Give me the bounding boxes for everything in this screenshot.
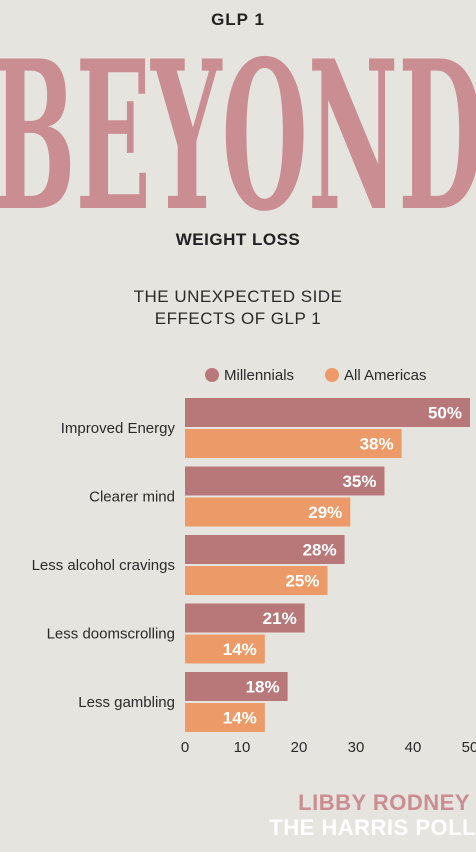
category-label: Less doomscrolling (47, 626, 175, 643)
bar-value-label: 14% (223, 640, 257, 659)
x-tick-label: 50 (462, 739, 476, 756)
big-title-svg: BEYOND (0, 22, 476, 222)
bar-millennials (185, 535, 345, 564)
top-label: GLP 1 (211, 10, 265, 29)
category-label: Less gambling (78, 694, 175, 711)
chart-title-line-1: THE UNEXPECTED SIDE (133, 287, 343, 306)
bar-value-label: 14% (223, 709, 257, 728)
legend-swatch-2 (325, 368, 339, 382)
organization-name: THE HARRIS POLL (269, 815, 476, 840)
bar-all-americas (185, 429, 402, 458)
bar-all-americas (185, 566, 328, 595)
bar-value-label: 50% (428, 404, 462, 423)
author-name: LIBBY RODNEY (298, 790, 470, 815)
bar-chart: Millennials All Americas Improved Energy 5… (32, 367, 476, 756)
bar-value-label: 29% (308, 503, 342, 522)
bar-millennials (185, 466, 385, 496)
bar-value-label: 38% (360, 435, 394, 454)
bar-all-americas (185, 634, 265, 664)
chart-title: THE UNEXPECTED SIDE EFFECTS OF GLP 1 (0, 286, 476, 330)
bar-millennials (185, 603, 305, 633)
x-tick-label: 20 (291, 739, 308, 756)
bar-value-label: 35% (342, 472, 376, 491)
x-tick-label: 10 (234, 739, 251, 756)
big-title: BEYOND (0, 22, 476, 222)
chart-legend: Millennials All Americas (205, 367, 427, 384)
legend-label-1: Millennials (224, 367, 294, 384)
category-label: Less alcohol cravings (32, 557, 175, 574)
legend-label-2: All Americas (344, 367, 427, 384)
subtitle: WEIGHT LOSS (175, 230, 301, 249)
category-label: Clearer mind (89, 489, 175, 506)
chart-bars: Improved Energy 50% 38% Clearer mind 35%29% L… (32, 398, 470, 732)
bar-value-label: 25% (285, 572, 319, 591)
bar-value-label: 18% (246, 678, 280, 697)
legend-swatch-1 (205, 368, 219, 382)
bar-millennials (185, 672, 288, 701)
bar-millennials (185, 398, 470, 427)
x-tick-label: 30 (348, 739, 365, 756)
chart-title-line-2: EFFECTS OF GLP 1 (154, 309, 322, 328)
x-tick-label: 40 (405, 739, 422, 756)
x-tick-label: 0 (181, 739, 189, 756)
x-axis: 0 10 20 30 40 50 (181, 739, 476, 756)
bar-value-label: 28% (303, 541, 337, 560)
bar-all-americas (185, 703, 265, 732)
bar-value-label: 21% (263, 609, 297, 628)
category-label: Improved Energy (61, 420, 176, 437)
bar-all-americas (185, 497, 351, 527)
big-title-text: BEYOND (0, 22, 476, 222)
